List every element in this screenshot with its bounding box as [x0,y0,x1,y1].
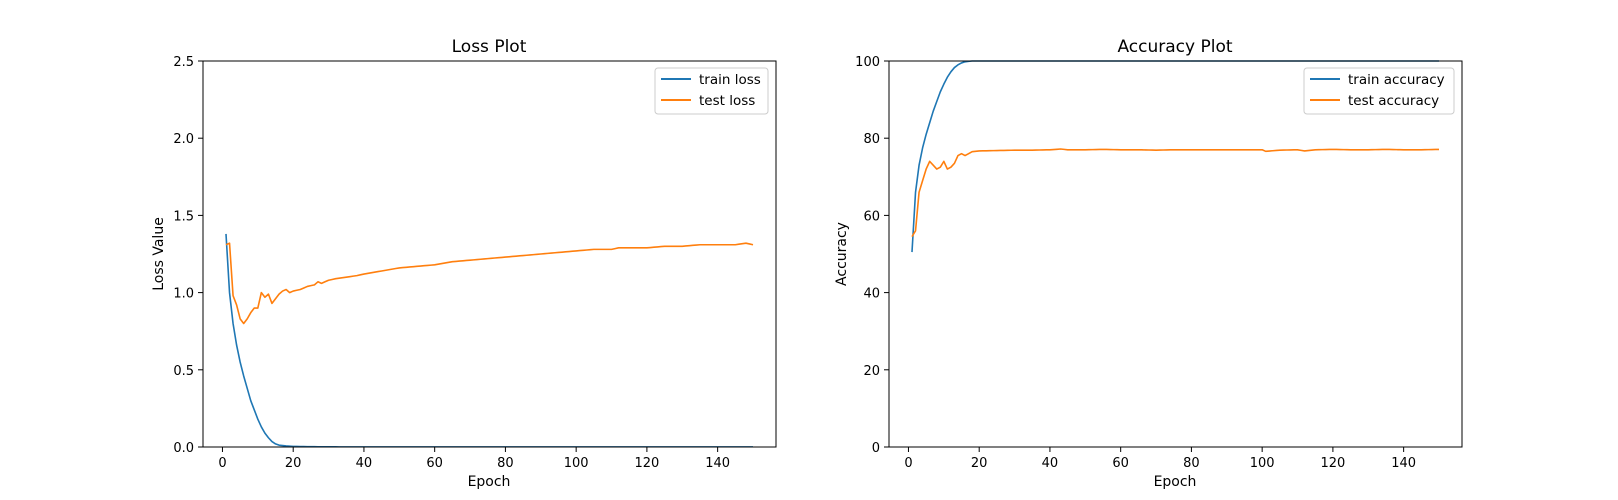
loss-ytick-label: 0.0 [173,441,194,456]
loss-xtick-label: 40 [356,456,373,471]
accuracy-ytick-label: 60 [863,209,880,224]
loss-plot-ylabel: Loss Value [151,217,167,291]
accuracy-plot-ylabel: Accuracy [834,222,850,286]
loss-plot-title: Loss Plot [452,37,527,57]
loss-legend-label-test: test loss [699,93,755,109]
loss-ytick-label: 0.5 [173,364,194,379]
accuracy-ytick-label: 40 [863,287,880,302]
loss-xtick-label: 80 [497,456,514,471]
accuracy-ytick-label: 100 [855,55,880,70]
loss-ytick-label: 1.5 [173,209,194,224]
accuracy-series-test-line [911,148,1440,238]
accuracy-xtick-label: 20 [971,456,988,471]
loss-series-test-line [225,242,754,325]
accuracy-legend-label-test: test accuracy [1348,93,1439,109]
accuracy-xtick-label: 60 [1112,456,1129,471]
loss-xtick-label: 60 [426,456,443,471]
loss-xtick-label: 140 [705,456,730,471]
loss-xtick-label: 120 [634,456,659,471]
accuracy-xtick-label: 80 [1183,456,1200,471]
loss-xtick-label: 20 [285,456,302,471]
accuracy-ytick-label: 80 [863,132,880,147]
accuracy-ytick-label: 0 [872,441,880,456]
accuracy-plot-legend: train accuracy test accuracy [1303,67,1455,115]
loss-plot-frame [202,60,777,448]
accuracy-xtick-label: 40 [1042,456,1059,471]
accuracy-legend-box [1303,67,1455,115]
accuracy-xtick-label: 120 [1320,456,1345,471]
accuracy-xtick-label: 0 [904,456,912,471]
accuracy-plot-xlabel: Epoch [1154,474,1197,490]
accuracy-xtick-label: 140 [1391,456,1416,471]
loss-plot-legend: train loss test loss [654,67,769,115]
loss-xtick-label: 0 [218,456,226,471]
accuracy-plot-title: Accuracy Plot [1117,37,1232,57]
accuracy-xtick-label: 100 [1250,456,1275,471]
loss-ytick-label: 2.0 [173,132,194,147]
loss-ytick-label: 2.5 [173,55,194,70]
accuracy-legend-label-train: train accuracy [1348,72,1445,88]
loss-plot-xlabel: Epoch [468,474,511,490]
accuracy-plot-frame [888,60,1463,448]
loss-xtick-label: 100 [564,456,589,471]
loss-plot: Loss Plot 0 20 40 60 80 100 120 140 0.0 0.5 1.0 1.5… [151,37,777,490]
loss-ytick-label: 1.0 [173,287,194,302]
loss-legend-label-train: train loss [699,72,761,88]
accuracy-ytick-label: 20 [863,364,880,379]
accuracy-plot: Accuracy Plot 0 20 40 60 80 100 120 140 0 20 40 60 8… [834,37,1463,490]
